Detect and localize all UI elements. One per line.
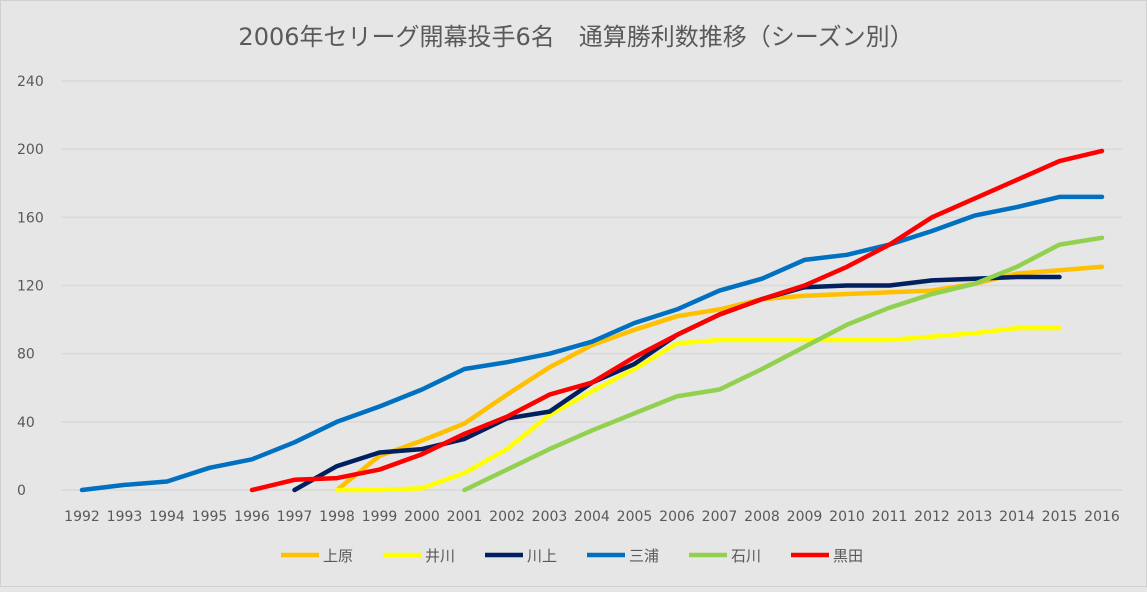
legend-item: 川上 [485,547,557,565]
series-lines [79,148,1105,493]
x-tick-label: 1999 [362,509,398,525]
x-tick-label: 2000 [404,509,440,525]
x-tick-label: 2014 [999,509,1035,525]
legend-item: 石川 [689,547,761,565]
y-tick-label: 40 [17,415,35,431]
x-tick-label: 1995 [192,509,228,525]
x-tick-label: 2006 [659,509,695,525]
x-tick-label: 2002 [489,509,525,525]
gridlines [61,80,1122,491]
y-tick-label: 160 [17,210,44,226]
series-line-0 [334,264,1105,493]
x-tick-label: 2009 [787,509,823,525]
chart-title: 2006年セリーグ開幕投手6名 通算勝利数推移（シーズン別） [238,23,913,51]
legend-item: 三浦 [587,547,659,565]
x-tick-label: 2012 [914,509,950,525]
legend-label: 井川 [425,547,455,565]
legend-label: 上原 [323,547,353,565]
y-tick-label: 120 [17,279,44,295]
y-tick-label: 80 [17,347,35,363]
y-tick-label: 240 [17,74,44,90]
x-tick-label: 2011 [872,509,908,525]
legend-label: 石川 [731,547,761,565]
x-tick-label: 2013 [957,509,993,525]
x-tick-label: 1996 [234,509,270,525]
series-line-1 [334,325,1062,493]
x-tick-label: 2015 [1042,509,1078,525]
y-tick-label: 0 [17,483,26,499]
x-tick-label: 1992 [64,509,100,525]
x-tick-label: 2008 [744,509,780,525]
x-tick-label: 1994 [149,509,185,525]
legend-item: 井川 [383,547,455,565]
x-tick-label: 2001 [447,509,483,525]
legend-label: 川上 [527,547,557,565]
x-tick-label: 1993 [107,509,143,525]
series-line-3 [79,194,1105,493]
x-tick-label: 1998 [319,509,355,525]
x-tick-label: 2004 [574,509,610,525]
legend-label: 三浦 [629,547,659,565]
legend: 上原 井川 川上 三浦 石川 黒田 [281,547,863,565]
legend-label: 黒田 [833,547,863,565]
y-tick-label: 200 [17,142,44,158]
x-tick-label: 2016 [1084,509,1120,525]
x-tick-label: 2003 [532,509,568,525]
x-tick-label: 2007 [702,509,738,525]
x-tick-label: 2010 [829,509,865,525]
series-line-4 [462,235,1105,493]
y-axis-ticks: 0 40 80 120 160 200 240 [17,74,44,499]
legend-item: 黒田 [791,547,863,565]
legend-item: 上原 [281,547,353,565]
series-line-5 [249,148,1105,493]
x-axis-ticks: 1992 1993 1994 1995 1996 1997 1998 1999 2000 2001… [64,509,1120,525]
x-tick-label: 2005 [617,509,653,525]
x-tick-label: 1997 [277,509,313,525]
